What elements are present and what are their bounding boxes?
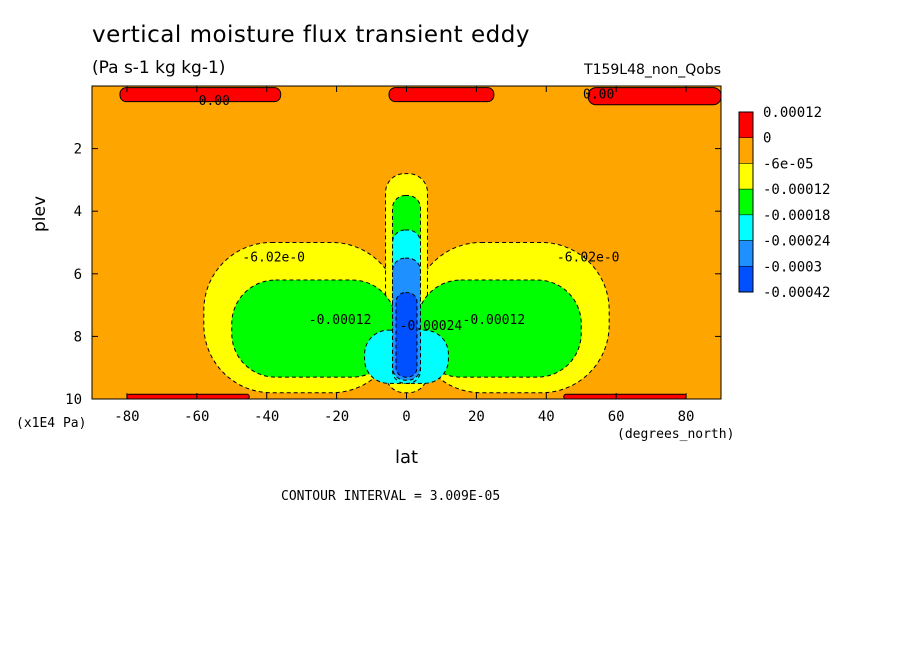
- contour-interval: CONTOUR INTERVAL = 3.009E-05: [281, 489, 501, 504]
- contour-label-2: -6.02e-0: [242, 250, 305, 265]
- contour-label-5: -0.00012: [463, 313, 526, 328]
- colorbar-segment-4: [738, 214, 754, 241]
- colorbar-label-4: -0.00018: [763, 208, 830, 224]
- y-axis-units: (x1E4 Pa): [16, 416, 87, 431]
- colorbar-segment-5: [738, 240, 754, 267]
- x-tick-label-0: -80: [114, 409, 139, 425]
- colorbar-segment-2: [738, 163, 754, 190]
- colorbar-label-5: -0.00024: [763, 234, 830, 250]
- colorbar-segment-3: [738, 188, 754, 216]
- colorbar-segment-1: [738, 137, 754, 164]
- x-tick-label-7: 60: [608, 409, 625, 425]
- colorbar-label-6: -0.0003: [763, 259, 822, 275]
- y-tick-label-2: 6: [74, 267, 82, 283]
- y-tick-label-0: 2: [74, 142, 82, 158]
- field-bands: [119, 87, 721, 399]
- x-tick-label-6: 40: [538, 409, 555, 425]
- colorbar-label-2: -6e-05: [763, 156, 814, 172]
- contour-label-1: 0.00: [583, 88, 614, 103]
- x-tick-label-5: 20: [468, 409, 485, 425]
- band-5-region-0: [395, 292, 418, 378]
- contour-label-0: 0.00: [199, 94, 230, 109]
- y-axis-label: plev: [30, 195, 50, 232]
- x-tick-label-2: -40: [254, 409, 279, 425]
- colorbar-label-0: 0.00012: [763, 105, 822, 121]
- colorbar-segment-0: [738, 111, 754, 138]
- x-tick-label-4: 0: [402, 409, 410, 425]
- y-tick-label-4: 10: [65, 392, 82, 408]
- contour-label-6: -0.00024: [400, 319, 463, 334]
- x-tick-label-3: -20: [324, 409, 349, 425]
- band-0-region-2: [587, 87, 721, 106]
- contour-label-4: -0.00012: [309, 313, 372, 328]
- x-tick-label-8: 80: [678, 409, 695, 425]
- run-label: T159L48_non_Qobs: [584, 62, 721, 78]
- contour-label-3: -6.02e-0: [557, 250, 620, 265]
- x-axis-units: (degrees_north): [617, 427, 735, 442]
- band-0-region-0: [119, 87, 282, 103]
- chart-title: vertical moisture flux transient eddy: [92, 22, 530, 48]
- colorbar-frame: [738, 111, 754, 293]
- x-axis-label: lat: [395, 447, 419, 468]
- band-0-region-4: [563, 393, 687, 399]
- colorbar-label-3: -0.00012: [763, 182, 830, 198]
- chart-units: (Pa s-1 kg kg-1): [92, 58, 226, 78]
- x-tick-label-1: -60: [184, 409, 209, 425]
- colorbar-label-7: -0.00042: [763, 285, 830, 301]
- y-tick-label-3: 8: [74, 329, 82, 345]
- band-0-region-3: [126, 393, 250, 399]
- band-0-region-1: [388, 87, 495, 103]
- y-tick-label-1: 4: [74, 204, 82, 220]
- colorbar-label-1: 0: [763, 131, 771, 147]
- colorbar-segment-6: [738, 266, 754, 293]
